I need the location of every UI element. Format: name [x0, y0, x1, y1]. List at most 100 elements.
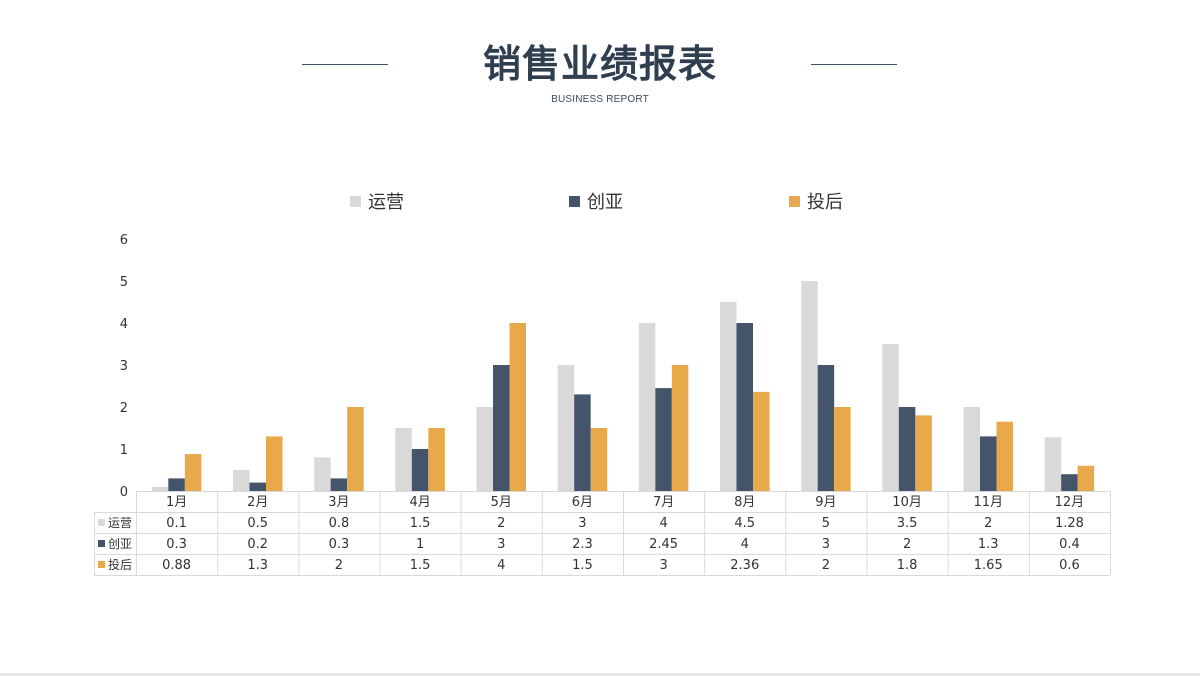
- x-tick-label: 8月: [734, 495, 755, 510]
- bar-2-8: [736, 323, 753, 491]
- table-value: 2.3: [572, 537, 593, 552]
- x-tick-label: 10月: [892, 495, 922, 510]
- table-value: 0.6: [1059, 558, 1080, 573]
- bar-1-9: [801, 281, 818, 491]
- bar-3-6: [590, 428, 608, 491]
- table-value: 5: [822, 516, 830, 531]
- table-value: 1.65: [974, 558, 1003, 573]
- table-value: 4: [659, 516, 667, 531]
- bar-2-11: [980, 436, 997, 491]
- table-value: 3: [659, 558, 667, 573]
- x-tick-label: 12月: [1055, 495, 1085, 510]
- bar-2-2: [249, 482, 266, 491]
- bar-2-6: [574, 394, 591, 491]
- legend-swatch-1: [350, 196, 361, 207]
- legend-swatch-3: [789, 196, 800, 207]
- table-value: 4.5: [734, 516, 755, 531]
- y-tick-label: 0: [120, 485, 128, 500]
- table-series-label-1: 运营: [108, 516, 132, 530]
- table-legend-swatch-2: [98, 540, 105, 547]
- x-tick-label: 2月: [247, 495, 268, 510]
- table-value: 0.1: [166, 516, 187, 531]
- table-value: 2: [984, 516, 992, 531]
- bar-1-7: [638, 323, 656, 491]
- y-tick-label: 6: [120, 233, 128, 248]
- table-value: 2: [822, 558, 830, 573]
- table-value: 0.3: [166, 537, 187, 552]
- x-tick-label: 6月: [572, 495, 593, 510]
- x-tick-label: 5月: [491, 495, 512, 510]
- bar-3-9: [834, 407, 851, 491]
- table-value: 3: [497, 537, 505, 552]
- bar-3-7: [671, 365, 689, 491]
- bar-1-11: [963, 407, 980, 491]
- x-tick-label: 4月: [409, 495, 430, 510]
- bar-1-8: [720, 302, 737, 491]
- bar-3-11: [996, 421, 1013, 491]
- table-value: 1.3: [978, 537, 999, 552]
- legend-swatch-2: [569, 196, 580, 207]
- bar-2-5: [493, 365, 510, 491]
- table-value: 2.36: [730, 558, 759, 573]
- slide-bottom-border: [0, 673, 1200, 676]
- y-tick-label: 4: [120, 317, 128, 332]
- bar-1-4: [395, 428, 412, 491]
- page-title: 销售业绩报表: [482, 42, 717, 86]
- table-value: 2.45: [649, 537, 678, 552]
- bar-3-8: [753, 391, 770, 491]
- table-value: 1.5: [410, 558, 431, 573]
- title-rule-left: [302, 64, 388, 65]
- table-value: 1.3: [247, 558, 268, 573]
- bar-1-12: [1044, 437, 1062, 491]
- y-tick-label: 2: [120, 401, 128, 416]
- table-value: 0.4: [1059, 537, 1080, 552]
- y-tick-label: 3: [120, 359, 128, 374]
- y-tick-label: 5: [120, 275, 128, 290]
- x-tick-label: 7月: [653, 495, 674, 510]
- bar-2-7: [655, 388, 672, 491]
- legend-label-3: 投后: [807, 192, 843, 213]
- table-value: 2: [335, 558, 343, 573]
- legend-label-1: 运营: [368, 192, 404, 213]
- x-tick-label: 3月: [328, 495, 349, 510]
- bar-3-1: [184, 454, 202, 491]
- table-value: 1: [416, 537, 424, 552]
- table-value: 0.8: [329, 516, 350, 531]
- bar-3-5: [509, 323, 526, 491]
- table-legend-swatch-3: [98, 561, 105, 568]
- bar-1-10: [882, 344, 899, 491]
- legend-label-2: 创亚: [587, 192, 623, 213]
- table-series-label-3: 投后: [108, 557, 132, 572]
- bar-1-6: [557, 365, 575, 491]
- table-value: 1.5: [410, 516, 431, 531]
- table-value: 0.2: [247, 537, 268, 552]
- bar-3-12: [1077, 465, 1095, 491]
- table-value: 0.88: [162, 558, 191, 573]
- x-tick-label: 1月: [166, 495, 187, 510]
- bar-3-2: [266, 436, 283, 491]
- table-value: 3.5: [897, 516, 918, 531]
- bar-2-10: [898, 407, 916, 491]
- table-value: 2: [903, 537, 911, 552]
- table-legend-swatch-1: [98, 519, 105, 526]
- table-value: 1.8: [897, 558, 918, 573]
- bar-3-10: [915, 415, 932, 491]
- table-value: 4: [497, 558, 505, 573]
- table-value: 2: [497, 516, 505, 531]
- table-value: 4: [741, 537, 749, 552]
- table-value: 0.5: [247, 516, 268, 531]
- bar-3-3: [347, 407, 364, 491]
- table-value: 3: [822, 537, 830, 552]
- bar-2-1: [168, 478, 185, 491]
- bar-1-3: [314, 457, 331, 491]
- table-value: 3: [578, 516, 586, 531]
- bar-3-4: [428, 428, 445, 491]
- bar-1-1: [151, 486, 169, 491]
- x-tick-label: 9月: [815, 495, 836, 510]
- bar-2-3: [330, 478, 348, 491]
- x-tick-label: 11月: [973, 495, 1003, 510]
- bar-2-9: [817, 365, 835, 491]
- page-subtitle: BUSINESS REPORT: [551, 94, 649, 105]
- bar-2-12: [1061, 474, 1078, 491]
